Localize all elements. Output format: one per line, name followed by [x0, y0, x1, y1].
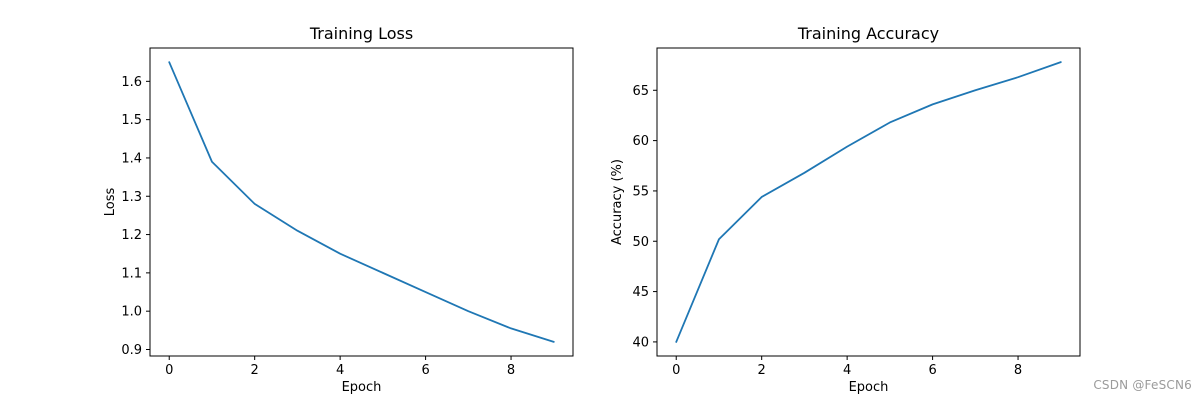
- y-axis-label: Accuracy (%): [610, 159, 625, 245]
- y-tick-label: 1.0: [121, 305, 142, 320]
- x-tick-label: 0: [165, 363, 173, 378]
- chart-title: Training Accuracy: [797, 24, 939, 43]
- x-tick-label: 0: [672, 363, 680, 378]
- x-tick-label: 6: [928, 363, 936, 378]
- watermark: CSDN @FeSCN6: [1093, 378, 1192, 392]
- x-tick-label: 8: [507, 363, 515, 378]
- plot-frame: [656, 47, 1081, 357]
- plot-frame: [149, 47, 574, 357]
- y-tick-label: 1.6: [121, 75, 142, 90]
- y-axis-label: Loss: [103, 188, 118, 217]
- x-axis-label: Epoch: [849, 380, 889, 395]
- x-tick-label: 2: [758, 363, 766, 378]
- x-tick-label: 4: [843, 363, 851, 378]
- training-loss-chart: 0 2 4 6 8 0.9 1.0 1.1 1.2 1.3 1.4 1.5 1.6 Training Lo…: [103, 24, 574, 395]
- y-tick-label: 1.2: [121, 228, 142, 243]
- y-tick-label: 1.4: [121, 151, 142, 166]
- y-tick-label: 1.1: [121, 266, 142, 281]
- x-tick-label: 4: [336, 363, 344, 378]
- x-tick-label: 6: [421, 363, 429, 378]
- chart-title: Training Loss: [309, 24, 413, 43]
- x-tick-label: 2: [251, 363, 259, 378]
- y-tick-label: 1.3: [121, 190, 142, 205]
- data-line: [168, 61, 555, 343]
- y-tick-label: 0.9: [121, 343, 142, 358]
- y-tick-label: 1.5: [121, 113, 142, 128]
- y-tick-label: 55: [632, 184, 649, 199]
- y-tick-label: 45: [632, 285, 649, 300]
- x-axis-label: Epoch: [342, 380, 382, 395]
- y-tick-label: 65: [632, 84, 649, 99]
- y-tick-label: 60: [632, 134, 649, 149]
- data-line: [675, 61, 1062, 343]
- y-tick-label: 40: [632, 335, 649, 350]
- x-tick-label: 8: [1014, 363, 1022, 378]
- y-tick-label: 50: [632, 235, 649, 250]
- training-accuracy-chart: 0 2 4 6 8 40 45 50 55 60 65 Training Accuracy Epoch A…: [610, 24, 1081, 395]
